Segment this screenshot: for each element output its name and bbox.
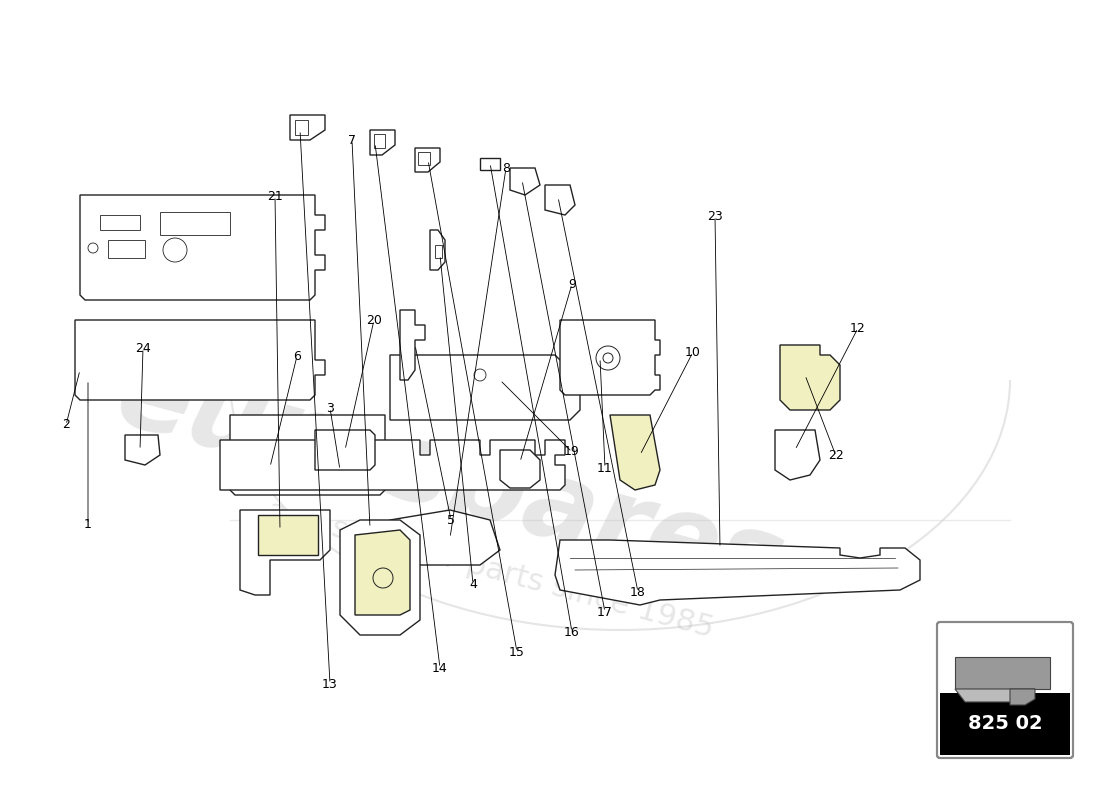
Polygon shape [776, 430, 820, 480]
Bar [940, 693, 1070, 755]
Text: 14: 14 [432, 662, 448, 674]
Text: 1: 1 [84, 518, 92, 530]
Polygon shape [100, 215, 140, 230]
Text: 4: 4 [469, 578, 477, 590]
Polygon shape [430, 230, 446, 270]
Text: 18: 18 [630, 586, 646, 598]
Polygon shape [125, 435, 160, 465]
Text: eurospares: eurospares [106, 340, 794, 620]
Text: 23: 23 [707, 210, 723, 222]
Polygon shape [390, 355, 580, 420]
Text: 15: 15 [509, 646, 525, 658]
Polygon shape [1010, 689, 1035, 705]
Text: a passion for parts since 1985: a passion for parts since 1985 [264, 496, 716, 644]
Polygon shape [80, 195, 324, 300]
Polygon shape [390, 510, 501, 565]
Text: 2: 2 [62, 418, 70, 430]
Polygon shape [258, 515, 318, 555]
Polygon shape [556, 540, 920, 605]
Text: 17: 17 [597, 606, 613, 618]
Text: 20: 20 [366, 314, 382, 326]
Polygon shape [75, 320, 324, 400]
FancyBboxPatch shape [937, 622, 1072, 758]
Polygon shape [480, 158, 501, 170]
Polygon shape [290, 115, 324, 140]
Polygon shape [370, 130, 395, 155]
Text: 6: 6 [293, 350, 301, 362]
Polygon shape [955, 657, 1050, 689]
Polygon shape [230, 415, 395, 495]
Text: 3: 3 [326, 402, 334, 414]
Text: 7: 7 [348, 134, 356, 146]
Text: 24: 24 [135, 342, 151, 354]
Text: 12: 12 [850, 322, 866, 334]
Text: 11: 11 [597, 462, 613, 474]
Polygon shape [108, 240, 145, 258]
Polygon shape [510, 168, 540, 195]
Polygon shape [315, 430, 375, 470]
Polygon shape [780, 345, 840, 410]
Text: 22: 22 [828, 450, 844, 462]
Polygon shape [610, 415, 660, 490]
Polygon shape [434, 245, 442, 258]
Text: 16: 16 [564, 626, 580, 638]
Polygon shape [955, 689, 1035, 702]
Polygon shape [355, 530, 410, 615]
Polygon shape [415, 148, 440, 172]
Polygon shape [400, 310, 425, 380]
Text: 21: 21 [267, 190, 283, 202]
Polygon shape [418, 152, 430, 165]
Polygon shape [560, 320, 660, 395]
Text: 19: 19 [564, 446, 580, 458]
Polygon shape [544, 185, 575, 215]
Polygon shape [500, 450, 540, 488]
Text: 825 02: 825 02 [968, 714, 1043, 734]
Polygon shape [240, 510, 330, 595]
Polygon shape [160, 212, 230, 235]
Text: 13: 13 [322, 678, 338, 690]
Text: 5: 5 [447, 514, 455, 526]
Polygon shape [295, 120, 308, 135]
Text: 10: 10 [685, 346, 701, 358]
Polygon shape [374, 134, 385, 148]
Polygon shape [340, 520, 420, 635]
Text: 9: 9 [568, 278, 576, 290]
Polygon shape [220, 440, 565, 490]
Text: 8: 8 [502, 162, 510, 174]
